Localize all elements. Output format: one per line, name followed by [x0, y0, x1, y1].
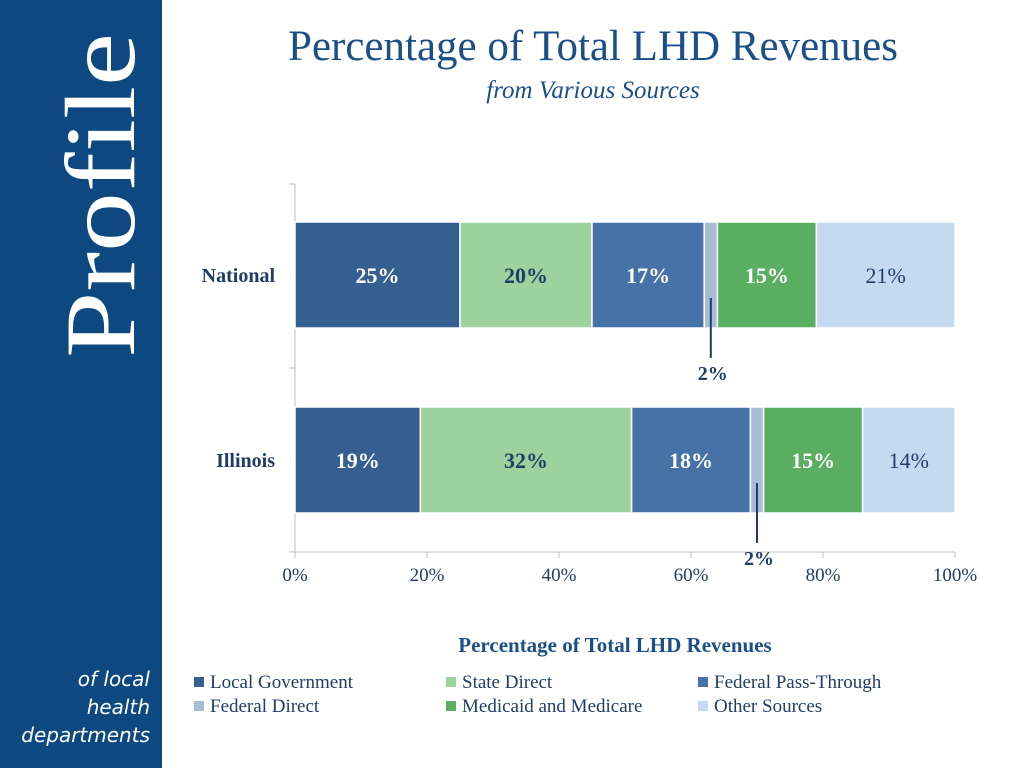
data-label: 19% [336, 448, 380, 473]
data-label: 21% [866, 263, 906, 288]
legend-item: Medicaid and Medicare [446, 696, 642, 718]
x-tick-label: 0% [282, 565, 308, 586]
legend-swatch [698, 677, 708, 687]
legend-item: Other Sources [698, 696, 822, 718]
legend-label: Local Government [210, 672, 353, 693]
bar-segment [762, 406, 864, 514]
legend-item: Federal Pass-Through [698, 672, 881, 694]
revenue-chart: 0% 20% 40% 60% 80% 100% Percentage of Total LH… [202, 183, 978, 657]
page-subtitle: from Various Sources [486, 77, 700, 104]
tagline: of local health departments [0, 665, 150, 749]
data-label: 17% [626, 263, 670, 288]
legend-item: Federal Direct [194, 696, 319, 718]
data-label: 15% [745, 263, 789, 288]
bar-segment [294, 406, 422, 514]
legend-label: Other Sources [714, 696, 823, 717]
bar-segment [861, 406, 956, 514]
bar-segment [419, 406, 633, 514]
data-label: 20% [504, 263, 548, 288]
legend-item: Local Government [194, 672, 353, 694]
page-title: Percentage of Total LHD Revenues [288, 23, 898, 70]
data-label: 32% [504, 448, 548, 473]
x-tick-label: 100% [933, 565, 978, 586]
data-label: 25% [356, 263, 400, 288]
bar-segment [294, 221, 461, 329]
legend-swatch [698, 701, 708, 711]
data-label: 2% [698, 363, 728, 385]
legend-swatch [194, 677, 204, 687]
legend-swatch [446, 701, 456, 711]
profile-brand: Profile [45, 33, 156, 358]
tagline-line: departments [21, 723, 150, 747]
legend-swatch [194, 701, 204, 711]
bar-segment [815, 221, 956, 329]
legend-label: State Direct [462, 672, 553, 693]
legend-swatch [446, 677, 456, 687]
tagline-line: health [86, 695, 150, 719]
legend-label: Medicaid and Medicare [462, 696, 643, 717]
x-tick-label: 60% [674, 565, 709, 586]
bar-segment [716, 221, 818, 329]
tagline-line: of local [77, 667, 150, 691]
bar-segment [459, 221, 593, 329]
data-label: 2% [744, 548, 774, 570]
profile-brand-text: Profile [45, 33, 156, 358]
data-label: 14% [889, 448, 929, 473]
data-label: 15% [791, 448, 835, 473]
x-axis-label: Percentage of Total LHD Revenues [458, 633, 771, 657]
x-tick-label: 20% [410, 565, 445, 586]
category-label: National [202, 265, 276, 287]
legend-label: Federal Direct [210, 696, 320, 717]
x-tick-label: 80% [806, 565, 841, 586]
data-label: 18% [669, 448, 713, 473]
sidebar: Profile of local health departments [0, 0, 162, 768]
bar-segment [630, 406, 752, 514]
legend-item: State Direct [446, 672, 552, 694]
legend-label: Federal Pass-Through [714, 672, 882, 693]
category-label: Illinois [216, 450, 275, 472]
x-tick-label: 40% [542, 565, 577, 586]
